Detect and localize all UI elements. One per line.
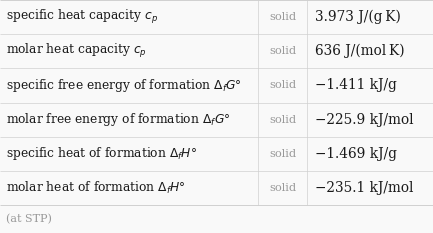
Text: solid: solid: [269, 12, 296, 22]
Text: solid: solid: [269, 80, 296, 90]
Text: 3.973 J/(g K): 3.973 J/(g K): [315, 10, 401, 24]
Text: −1.469 kJ/g: −1.469 kJ/g: [315, 147, 397, 161]
Text: −235.1 kJ/mol: −235.1 kJ/mol: [315, 181, 414, 195]
Text: solid: solid: [269, 115, 296, 125]
Text: solid: solid: [269, 149, 296, 159]
Text: specific heat capacity $c_p$: specific heat capacity $c_p$: [6, 8, 158, 26]
Text: specific free energy of formation $\Delta_f G°$: specific free energy of formation $\Delt…: [6, 77, 242, 94]
Text: (at STP): (at STP): [6, 214, 52, 224]
Text: molar free energy of formation $\Delta_f G°$: molar free energy of formation $\Delta_f…: [6, 111, 230, 128]
Text: solid: solid: [269, 46, 296, 56]
Text: molar heat of formation $\Delta_f H°$: molar heat of formation $\Delta_f H°$: [6, 180, 186, 196]
Text: solid: solid: [269, 183, 296, 193]
Text: −1.411 kJ/g: −1.411 kJ/g: [315, 79, 397, 93]
Text: molar heat capacity $c_p$: molar heat capacity $c_p$: [6, 42, 147, 60]
Text: specific heat of formation $\Delta_f H°$: specific heat of formation $\Delta_f H°$: [6, 145, 197, 162]
Text: 636 J/(mol K): 636 J/(mol K): [315, 44, 405, 58]
Text: −225.9 kJ/mol: −225.9 kJ/mol: [315, 113, 414, 127]
